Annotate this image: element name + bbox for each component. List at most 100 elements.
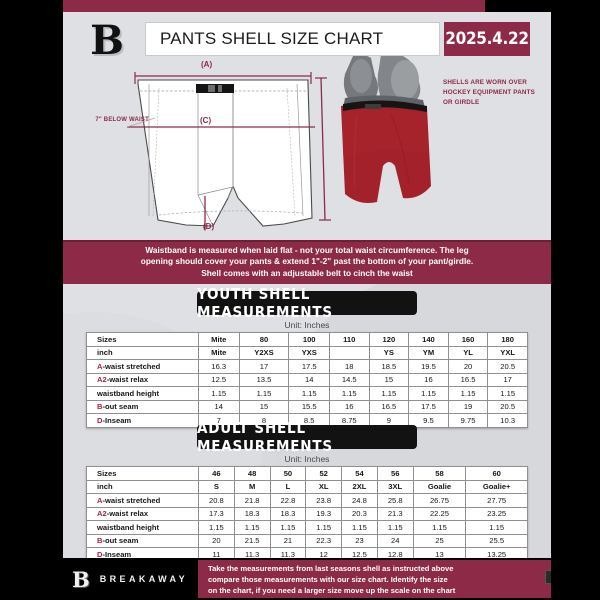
revision-date-badge: 2025.4.22 [444,22,530,56]
table-row: Sizes Mite 80 100 110 120 140 160 180 [86,332,528,347]
row-label-text: -out seam [102,402,139,412]
footer-line-2: compare those measurements with our size… [208,574,448,584]
cell-youth-r2-c4: 18.5 [368,359,410,374]
cell-youth-r2-c6: 20 [447,359,489,374]
banner-line-2: opening should cover your pants & extend… [140,256,474,267]
cell-adult-r5-c4: 23 [341,533,378,548]
cell-adult-r5-c6: 25 [412,533,467,548]
row-label-text: -waist relax [106,375,149,385]
cell-adult-r0-c2: 50 [269,466,307,481]
table-row: B-out seam 14 15 15.5 16 16.5 17.5 19 20.5 [86,399,528,414]
below-waist-label: 7" BELOW WAIST [95,117,149,123]
cell-youth-r2-c5: 19.5 [408,359,449,374]
table-row: A-waist stretched 20.8 21.8 22.8 23.8 24.8 25.… [86,493,528,508]
row-label-text: -waist stretched [102,495,161,505]
table-row: waistband height 1.15 1.15 1.15 1.15 1.15 1.15… [86,386,528,401]
row-label-youth-4: waistband height [86,386,199,401]
row-label-adult-0: Sizes [86,466,199,481]
row-label-text: -out seam [102,536,139,546]
cell-youth-r4-c0: 1.15 [198,386,240,401]
cell-youth-r2-c1: 17 [238,359,290,374]
cell-adult-r1-c3: XL [305,479,343,494]
cell-youth-r3-c5: 16 [408,372,449,387]
cell-youth-r1-c3 [328,345,370,360]
row-label-accent: D [97,415,103,425]
row-label-youth-3: A2-waist relax [86,372,199,387]
measure-label-a: (A) [201,60,213,69]
cell-adult-r4-c4: 1.15 [341,520,378,535]
row-label-adult-4: waistband height [86,520,199,535]
row-label-youth-0: Sizes [86,332,199,347]
cell-adult-r0-c5: 56 [376,466,414,481]
cell-youth-r5-c6: 19 [447,399,489,414]
cell-adult-r1-c6: Goalie [412,479,467,494]
cell-youth-r1-c7: YXL [487,345,528,360]
cell-youth-r6-c6: 9.75 [447,413,489,428]
cell-youth-r2-c3: 18 [328,359,370,374]
cell-youth-r1-c0: Mite [198,345,240,360]
table-row: waistband height 1.15 1.15 1.15 1.15 1.15 1.15… [86,520,528,535]
cell-youth-r4-c4: 1.15 [368,386,410,401]
table-row: inch S M L XL 2XL 3XL Goalie Goalie+ [86,479,528,494]
youth-table: Sizes Mite 80 100 110 120 140 160 180 inch Mite Y2X… [86,332,528,428]
row-label-accent: A [97,361,103,371]
top-accent-strip [63,0,485,12]
row-label-accent: B [97,536,103,546]
cell-adult-r3-c1: 18.3 [233,506,271,521]
cell-youth-r1-c2: YXS [288,345,330,360]
cell-youth-r4-c7: 1.15 [487,386,528,401]
row-label-accent: A2 [97,375,107,385]
cell-youth-r3-c1: 13.5 [238,372,290,387]
measurement-instructions-banner: Waistband is measured when laid flat - n… [63,240,551,284]
pants-technical-drawing [126,72,331,230]
table-row: A-waist stretched 16.3 17 17.5 18 18.5 19.5 20 2… [86,359,528,374]
youth-unit-label: Unit: Inches [284,320,330,330]
row-label-adult-2: A-waist stretched [86,493,199,508]
cell-adult-r4-c2: 1.15 [269,520,307,535]
cell-adult-r5-c1: 21.5 [233,533,271,548]
cell-adult-r3-c7: 23.25 [465,506,528,521]
cell-youth-r3-c0: 12.5 [198,372,240,387]
row-label-adult-1: inch [86,479,199,494]
brand-logo-icon: B [90,17,124,64]
cell-adult-r3-c0: 17.3 [198,506,235,521]
footer-line-3: on the chart, if you need a larger size … [208,585,456,595]
cell-youth-r2-c0: 16.3 [198,359,240,374]
banner-line-3: Shell comes with an adjustable belt to c… [201,267,413,278]
row-label-text: -Inseam [102,415,132,425]
cell-adult-r2-c4: 24.8 [341,493,378,508]
footer-brand: B BREAKAWAY [72,566,188,592]
table-row: Sizes 46 48 50 52 54 56 58 60 [86,466,528,481]
footer: B BREAKAWAY Take the measurements from l… [0,558,600,600]
cell-youth-r3-c7: 17 [487,372,528,387]
sheet: B PANTS SHELL SIZE CHART 2025.4.22 [63,12,551,579]
cell-youth-r0-c1: 80 [238,332,290,347]
cell-youth-r1-c6: YL [447,345,489,360]
table-row: D-Inseam 11 11.3 11.3 12 12.5 12.8 13 13.25 [86,547,528,562]
cell-adult-r0-c6: 58 [412,466,467,481]
table-row: inch Mite Y2XS YXS YS YM YL YXL [86,345,528,360]
cell-youth-r5-c7: 20.5 [487,399,528,414]
cell-adult-r1-c0: S [198,479,235,494]
footer-logo-icon: B [72,566,90,592]
cell-youth-r6-c5: 9.5 [408,413,449,428]
cell-adult-r1-c4: 2XL [341,479,378,494]
row-label-youth-1: inch [86,345,199,360]
cell-youth-r0-c7: 180 [487,332,528,347]
cell-youth-r2-c2: 17.5 [288,359,330,374]
cell-adult-r2-c5: 25.8 [376,493,414,508]
page-title: PANTS SHELL SIZE CHART [145,22,440,56]
cell-youth-r5-c2: 15.5 [288,399,330,414]
measure-label-c: (C) [200,116,212,125]
row-label-youth-5: B-out seam [86,399,199,414]
frame-right-rail [551,0,600,600]
adult-table: Sizes 46 48 50 52 54 56 58 60 inch S M L XL 2XL 3XL Goal… [86,466,528,562]
footer-brand-name: BREAKAWAY [99,574,189,584]
cell-adult-r0-c1: 48 [233,466,271,481]
cell-youth-r4-c5: 1.15 [408,386,449,401]
cell-youth-r3-c2: 14 [288,372,330,387]
measure-label-d: (D) [203,222,215,231]
cell-adult-r4-c0: 1.15 [198,520,235,535]
table-row: A2-waist relax 12.5 13.5 14 14.5 15 16 16.5 17 [86,372,528,387]
cell-youth-r2-c7: 20.5 [487,359,528,374]
